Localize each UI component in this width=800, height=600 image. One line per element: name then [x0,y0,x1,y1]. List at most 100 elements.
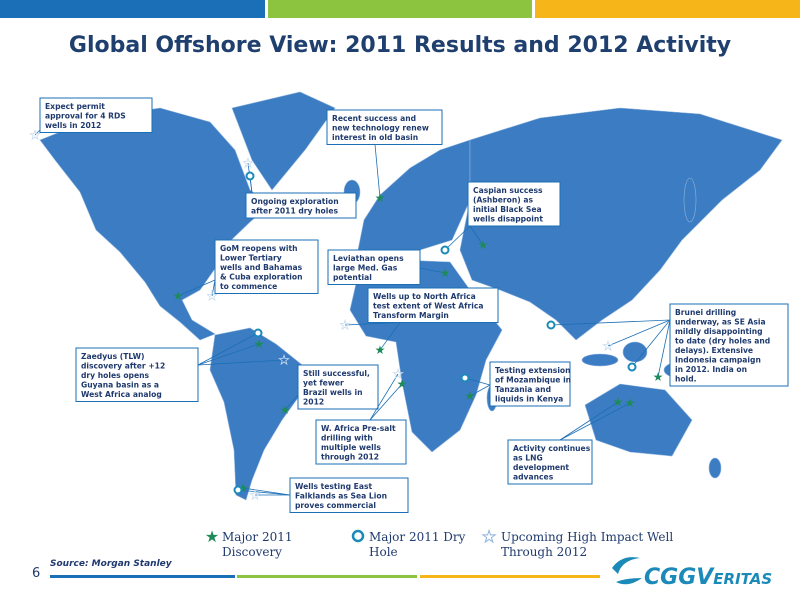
callout-text: Expect permit [45,102,105,111]
legend-label: Hole [369,545,398,559]
legend-label: Major 2011 [222,530,292,544]
callout-text: dry holes opens [81,371,150,380]
callout-box [245,192,357,219]
callout-text: Wells testing East [295,482,372,491]
callout-text: Lower Tertiary [220,254,282,263]
discovery-marker: ★ [375,191,386,205]
callout-box [297,364,379,410]
leader-line [379,322,401,351]
upcoming-well-marker: ★ [393,367,404,381]
leader-line [419,267,446,274]
callout-text: potential [333,273,372,282]
callout-text: through 2012 [321,453,379,462]
discovery-marker: ★ [397,377,408,391]
callout-box [489,361,571,407]
source: Source: Morgan Stanley [50,559,173,569]
callout-text: development [513,463,569,472]
callout-box [289,477,409,513]
footer-bar [237,575,417,578]
callout-box [467,181,561,227]
callout-text: after 2011 dry holes [251,207,339,216]
discovery-marker: ★ [625,396,636,410]
leader-line [237,489,291,496]
callout-text: Tanzania and [495,385,551,394]
callout-text: Ongoing exploration [251,197,339,206]
callout-text: hold. [675,375,697,384]
callout-text: Caspian success [473,186,543,195]
leader-line [34,129,41,136]
upcoming-well-marker: ★ [243,156,254,170]
discovery-marker: ★ [653,370,664,384]
upcoming-well-marker: ★ [250,488,261,502]
callout-text: Zaedyus (TLW) [81,352,144,361]
callout-text: approval for 4 RDS [45,112,126,121]
discovery-marker: ★ [254,337,265,351]
callout-text: West Africa analog [81,390,162,399]
callout-text: yet fewer [303,379,344,388]
leader-line [369,383,403,421]
callout-text: to date (dry holes and [675,337,770,346]
leader-line [177,279,216,297]
callout-text: interest in old basin [332,133,418,142]
discovery-marker: ★ [478,238,489,252]
upcoming-well-marker: ★ [207,289,218,303]
callout-text: proves commercial [295,501,376,510]
callout-text: large Med. Gas [333,264,398,273]
logo-mark [612,557,642,585]
callout-text: in 2012. India on [675,365,747,374]
discovery-marker: ★ [375,343,386,357]
leader-line [657,319,671,378]
upcoming-well-marker: ★ [603,339,614,353]
callout-text: Recent success and [332,114,416,123]
callout-text: of Mozambique in [495,376,571,385]
callout-text: wells and Bahamas [220,263,303,272]
leader-line [197,343,260,366]
logo: CGGVeritas [644,565,772,590]
top-bar-yellow [535,0,800,18]
callout-box [367,287,499,323]
dry-hole-marker [233,485,243,495]
callout-text: Falklands as Sea Lion [295,492,387,501]
leader-line [369,373,399,421]
callout-box [315,419,407,465]
callout-box [214,239,319,294]
svg-text:★: ★ [205,527,219,546]
discovery-marker: ★ [440,266,451,280]
top-bar-green [268,0,532,18]
callout-text: Wells up to North Africa [373,292,476,301]
callout-box [75,347,199,402]
callout-box [669,303,789,387]
callout-text: Guyana basin as a [81,381,159,390]
callout-text: (Ashberon) as [473,196,533,205]
svg-text:★: ★ [482,527,496,546]
dry-hole-marker [627,362,637,372]
legend-label: Upcoming High Impact Well [501,530,673,544]
callout-text: W. Africa Pre-salt [321,424,396,433]
leader-line [631,319,671,368]
leader-line [197,359,285,366]
dry-hole-marker [440,245,450,255]
callout-box [327,249,421,285]
world-map [39,91,783,501]
callout-text: 2012 [303,398,324,407]
callout-text: Still successful, [303,369,370,378]
leader-line [284,394,299,411]
dry-hole-marker [546,320,556,330]
upcoming-well-marker: ★ [279,353,290,367]
top-bar-blue [0,0,265,18]
discovery-marker: ★ [465,389,476,403]
dry-hole-marker [253,328,263,338]
callout-text: Activity continues [513,444,591,453]
callout-text: multiple wells [321,443,381,452]
callout-text: Testing extension [495,366,571,375]
callout-text: new technology renew [332,124,429,133]
leader-line [444,225,471,251]
callout-text: wells in 2012 [45,121,101,130]
callout-text: to commence [220,282,277,291]
callout-text: liquids in Kenya [495,395,563,404]
callout-box [39,97,153,133]
legend-label: Through 2012 [501,545,587,559]
dry-hole-marker [245,171,255,181]
callout-text: advances [513,473,554,482]
